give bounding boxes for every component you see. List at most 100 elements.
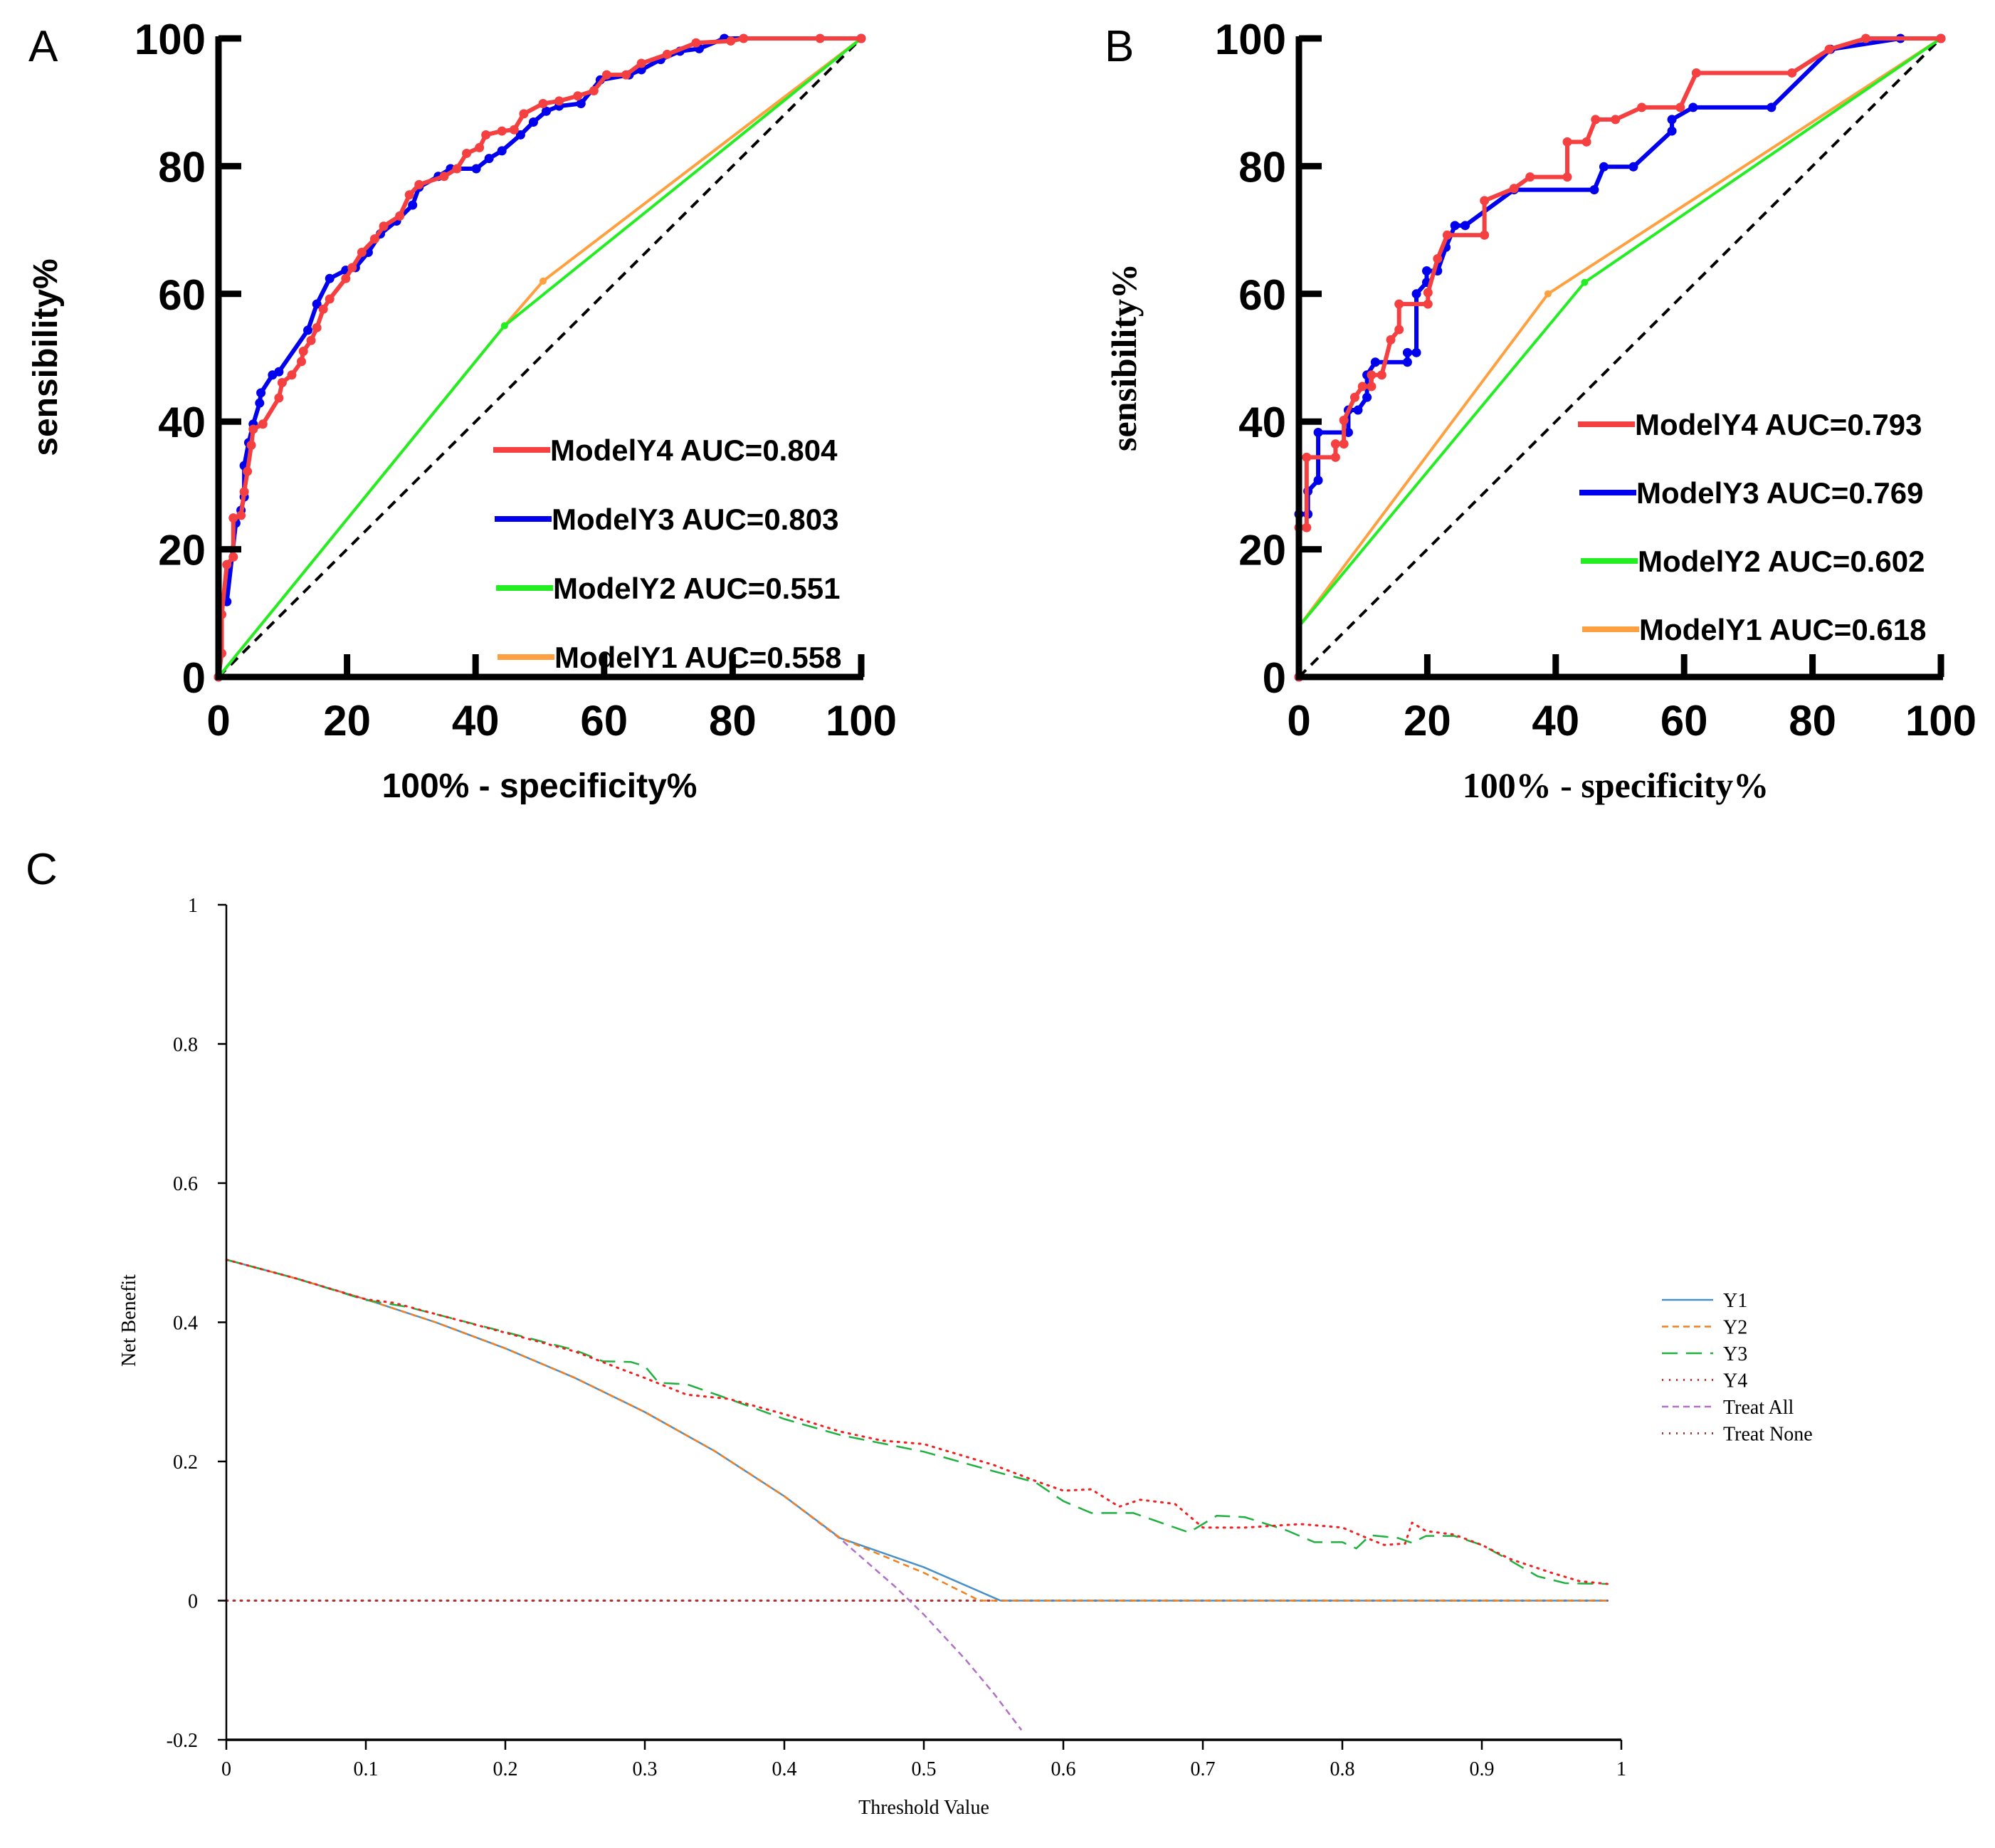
roc-a-legend-item-modely2: ModelY2 AUC=0.551 bbox=[496, 572, 840, 605]
roc-a-point-modely4 bbox=[274, 393, 284, 403]
roc-a-point-modely3 bbox=[274, 367, 284, 377]
roc-b-point-modely4 bbox=[1423, 299, 1433, 309]
roc-a-point-modely3 bbox=[471, 164, 481, 174]
roc-a-legend-label-modely1: ModelY1 AUC=0.558 bbox=[554, 641, 841, 674]
dca-legend-label-treat-none: Treat None bbox=[1723, 1424, 1813, 1446]
dca-x-tick-label: 0.8 bbox=[1330, 1758, 1355, 1780]
roc-b-point-modely3 bbox=[1343, 427, 1353, 437]
dca-y-tick-label: 0.2 bbox=[173, 1451, 198, 1474]
roc-a-y-axis-title: sensibility% bbox=[27, 258, 65, 456]
roc-a-point-modely3 bbox=[408, 200, 418, 210]
roc-b-point-modely3 bbox=[1402, 347, 1412, 357]
roc-a-legend-item-modely3: ModelY3 AUC=0.803 bbox=[495, 503, 838, 536]
roc-b-legend-item-modely1: ModelY1 AUC=0.618 bbox=[1582, 613, 1926, 646]
roc-b-point-modely4 bbox=[1562, 137, 1572, 147]
roc-a-y-tick-label: 60 bbox=[158, 271, 206, 319]
roc-a-point-modely3 bbox=[325, 273, 335, 283]
roc-b-y-tick-label: 40 bbox=[1238, 399, 1286, 446]
roc-a-axes: 0 20 40 60 80 100 0 20 40 60 80 100 bbox=[135, 16, 897, 745]
roc-b-point-modely4 bbox=[1302, 452, 1312, 462]
roc-a-point-modely4 bbox=[347, 263, 357, 273]
roc-a-point-modely4 bbox=[519, 109, 529, 119]
roc-b-point-modely3 bbox=[1421, 266, 1431, 276]
roc-a-reference-diagonal bbox=[217, 37, 863, 678]
roc-a-point-modely4 bbox=[341, 273, 351, 283]
dca-legend-item-treat-all: Treat All bbox=[1662, 1397, 1794, 1419]
roc-b-point-modely4 bbox=[1936, 33, 1946, 43]
dca-y-tick-label: 0 bbox=[188, 1591, 198, 1613]
dca-legend-item-y4: Y4 bbox=[1662, 1370, 1747, 1392]
roc-a-point-modely4 bbox=[357, 247, 367, 257]
roc-b-point-modely3 bbox=[1362, 392, 1372, 402]
roc-b-point-modely4 bbox=[1433, 253, 1443, 263]
roc-a-point-modely4 bbox=[325, 294, 335, 304]
roc-b-x-tick-label: 20 bbox=[1404, 697, 1451, 745]
dca-axes: -0.2 0 0.2 0.4 0.6 0.8 1 0 0.1 0.2 0.3 0.4 0.5 0.6 0.7… bbox=[167, 895, 1626, 1780]
dca-curve-y4 bbox=[225, 1259, 1609, 1585]
roc-a-point-modely4 bbox=[452, 164, 462, 174]
roc-a-point-modely3 bbox=[515, 130, 525, 140]
dca-x-tick-label: 0.4 bbox=[772, 1758, 797, 1780]
roc-b-x-tick-label: 40 bbox=[1532, 697, 1579, 745]
roc-b-point-modely1 bbox=[1544, 290, 1552, 298]
roc-a-point-modely3 bbox=[256, 388, 266, 398]
roc-b-point-modely3 bbox=[1667, 126, 1677, 136]
roc-b-point-modely4 bbox=[1330, 439, 1340, 449]
roc-b-point-modely4 bbox=[1442, 230, 1452, 240]
dca-curve-y3 bbox=[226, 1259, 1608, 1585]
roc-a-point-modely4 bbox=[554, 96, 564, 106]
panel-label-a: A bbox=[28, 22, 58, 71]
roc-a-point-modely4 bbox=[691, 38, 701, 48]
roc-a-point-modely4 bbox=[369, 234, 379, 244]
roc-b-point-modely4 bbox=[1562, 172, 1572, 182]
roc-a-x-tick-label: 0 bbox=[206, 697, 230, 745]
roc-a-point-modely4 bbox=[296, 357, 306, 367]
roc-a-x-tick-label: 20 bbox=[323, 697, 371, 745]
roc-b-legend-item-modely4: ModelY4 AUC=0.793 bbox=[1578, 408, 1922, 441]
roc-a-x-tick-label: 40 bbox=[452, 697, 500, 745]
roc-a-x-axis-title: 100% - specificity% bbox=[382, 767, 698, 805]
roc-a-point-modely3 bbox=[255, 398, 265, 408]
dca-x-tick-label: 0 bbox=[221, 1758, 231, 1780]
roc-b-point-modely4 bbox=[1394, 299, 1404, 309]
roc-a-point-modely4 bbox=[481, 130, 491, 140]
roc-a-point-modely3 bbox=[312, 299, 322, 309]
dca-y-axis-title: Net Benefit bbox=[118, 1274, 140, 1367]
roc-b-x-tick-label: 60 bbox=[1660, 697, 1708, 745]
dca-plot-area bbox=[225, 1259, 1609, 1731]
roc-b-point-modely4 bbox=[1480, 230, 1490, 240]
roc-panel-b: B 0 20 40 60 80 100 0 20 40 60 80 100 100% - specif… bbox=[1104, 16, 1976, 805]
roc-a-point-modely4 bbox=[573, 91, 583, 101]
roc-a-point-modely3 bbox=[528, 117, 538, 127]
roc-a-x-tick-label: 60 bbox=[580, 697, 628, 745]
roc-a-point-modely4 bbox=[222, 560, 232, 569]
roc-b-point-modely4 bbox=[1611, 115, 1621, 125]
roc-a-point-modely3 bbox=[484, 154, 494, 164]
dca-x-tick-label: 0.1 bbox=[354, 1758, 379, 1780]
roc-a-point-modely4 bbox=[258, 419, 268, 429]
roc-a-point-modely3 bbox=[303, 325, 313, 335]
roc-a-point-modely4 bbox=[462, 148, 472, 158]
roc-b-y-tick-label: 20 bbox=[1238, 527, 1286, 574]
roc-a-point-modely4 bbox=[239, 487, 249, 497]
roc-b-point-modely4 bbox=[1349, 392, 1359, 402]
roc-a-legend-label-modely4: ModelY4 AUC=0.804 bbox=[550, 434, 838, 467]
roc-b-legend: ModelY4 AUC=0.793 ModelY3 AUC=0.769 ModelY… bbox=[1578, 408, 1926, 646]
roc-a-y-tick-label: 0 bbox=[182, 654, 206, 702]
roc-a-point-modely4 bbox=[739, 33, 749, 43]
dca-x-tick-label: 0.3 bbox=[633, 1758, 658, 1780]
roc-a-point-modely4 bbox=[318, 304, 328, 314]
roc-a-point-modely4 bbox=[312, 322, 322, 332]
roc-b-x-axis-title: 100% - specificity% bbox=[1463, 765, 1769, 805]
roc-a-point-modely2 bbox=[500, 322, 508, 330]
roc-a-point-modely4 bbox=[243, 466, 253, 476]
roc-a-legend-item-modely4: ModelY4 AUC=0.804 bbox=[493, 434, 838, 467]
dca-legend-label-y2: Y2 bbox=[1723, 1317, 1747, 1339]
roc-a-point-modely4 bbox=[636, 58, 646, 68]
roc-a-point-modely4 bbox=[538, 98, 548, 108]
dca-legend-item-y2: Y2 bbox=[1662, 1317, 1747, 1339]
roc-a-y-tick-label: 40 bbox=[158, 399, 206, 446]
roc-a-point-modely4 bbox=[439, 172, 449, 182]
roc-b-x-tick-label: 100 bbox=[1905, 697, 1976, 745]
